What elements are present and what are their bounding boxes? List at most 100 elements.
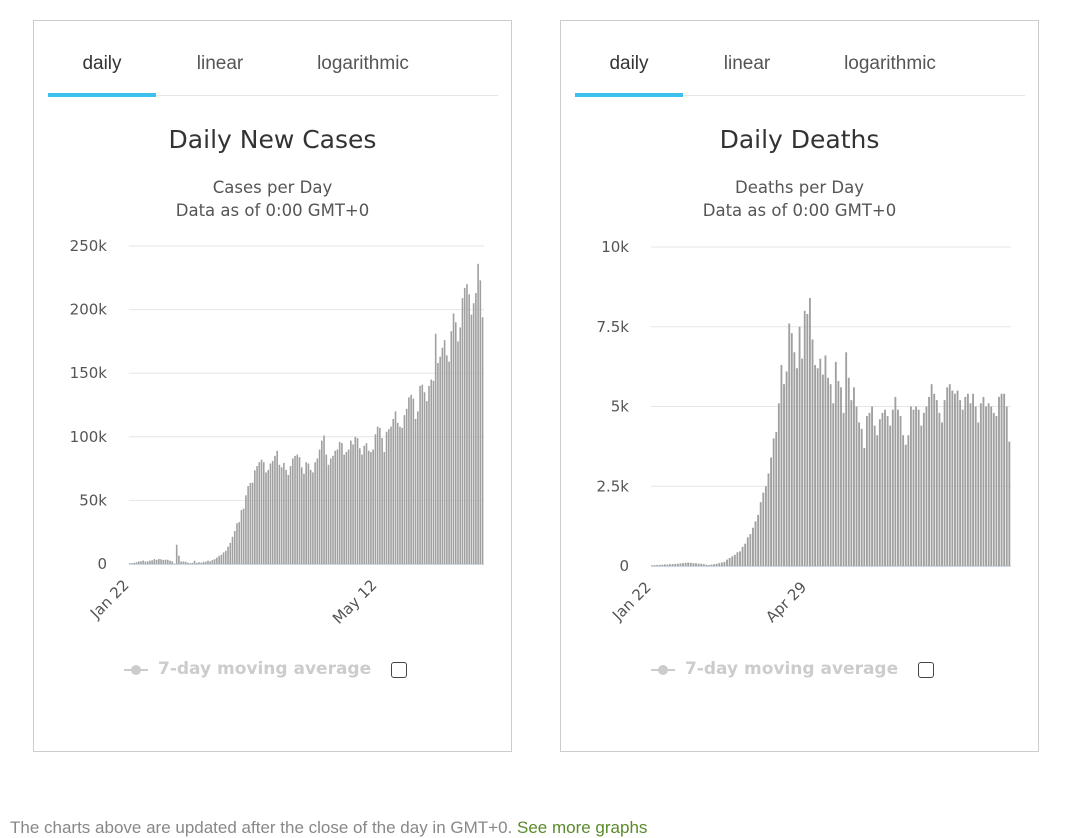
tab-daily[interactable]: daily xyxy=(609,53,649,74)
legend-moving-average-label[interactable]: 7-day moving average xyxy=(158,659,372,679)
bar[interactable] xyxy=(777,403,780,566)
bar[interactable] xyxy=(280,467,283,564)
bar[interactable] xyxy=(1003,393,1006,566)
tab-logarithmic[interactable]: logarithmic xyxy=(317,53,409,74)
bar[interactable] xyxy=(982,396,985,566)
bar[interactable] xyxy=(653,565,656,566)
bar[interactable] xyxy=(739,551,741,566)
bar[interactable] xyxy=(374,434,377,564)
bar[interactable] xyxy=(408,397,410,564)
bar[interactable] xyxy=(354,436,357,564)
bar[interactable] xyxy=(713,564,716,566)
see-more-graphs-link[interactable]: See more graphs xyxy=(517,818,648,837)
bar[interactable] xyxy=(868,412,871,566)
tab-linear[interactable]: linear xyxy=(196,53,244,74)
bar[interactable] xyxy=(448,361,450,564)
bar[interactable] xyxy=(262,462,265,564)
bar[interactable] xyxy=(840,387,842,566)
bar[interactable] xyxy=(175,544,178,564)
bar[interactable] xyxy=(260,459,263,564)
bar[interactable] xyxy=(964,396,967,566)
bar[interactable] xyxy=(140,561,142,564)
bar[interactable] xyxy=(428,385,430,564)
bar[interactable] xyxy=(365,443,368,564)
bar[interactable] xyxy=(225,550,227,564)
bar[interactable] xyxy=(463,287,466,564)
bar[interactable] xyxy=(798,326,801,566)
bar[interactable] xyxy=(928,396,930,566)
bar[interactable] xyxy=(323,435,325,564)
bar[interactable] xyxy=(741,546,744,566)
bar[interactable] xyxy=(307,463,310,564)
bar[interactable] xyxy=(461,298,464,564)
bar[interactable] xyxy=(347,449,350,564)
bar[interactable] xyxy=(674,563,677,566)
bar[interactable] xyxy=(710,564,713,566)
bar[interactable] xyxy=(162,559,165,564)
bar[interactable] xyxy=(233,530,236,564)
bar[interactable] xyxy=(240,510,243,564)
bar[interactable] xyxy=(466,284,468,564)
bar[interactable] xyxy=(858,422,861,566)
bar[interactable] xyxy=(195,562,198,564)
bar[interactable] xyxy=(796,368,798,566)
bar[interactable] xyxy=(705,564,708,566)
bar[interactable] xyxy=(265,472,267,564)
bar[interactable] xyxy=(258,462,261,564)
bar[interactable] xyxy=(966,393,969,566)
bar[interactable] xyxy=(285,469,287,564)
bar[interactable] xyxy=(321,440,323,564)
bar[interactable] xyxy=(979,403,982,566)
bar[interactable] xyxy=(452,313,455,564)
bar[interactable] xyxy=(390,426,392,564)
bar[interactable] xyxy=(352,444,354,564)
bar[interactable] xyxy=(289,466,292,564)
bar[interactable] xyxy=(985,406,987,567)
bar[interactable] xyxy=(314,462,316,564)
bar[interactable] xyxy=(242,508,245,564)
bar[interactable] xyxy=(783,384,785,566)
bar[interactable] xyxy=(245,495,247,564)
bar[interactable] xyxy=(137,561,140,564)
bar[interactable] xyxy=(759,502,762,566)
bar[interactable] xyxy=(811,339,814,566)
bar[interactable] xyxy=(387,429,390,564)
bar[interactable] xyxy=(267,469,270,564)
bar[interactable] xyxy=(785,371,788,566)
bar[interactable] xyxy=(715,563,718,566)
bar[interactable] xyxy=(661,564,664,566)
bar[interactable] xyxy=(207,560,209,564)
bar[interactable] xyxy=(256,466,258,564)
bar[interactable] xyxy=(417,411,419,564)
bar[interactable] xyxy=(806,313,809,566)
bar[interactable] xyxy=(155,559,158,564)
bar[interactable] xyxy=(189,563,191,564)
bar[interactable] xyxy=(925,406,928,567)
bar[interactable] xyxy=(917,409,920,566)
bar[interactable] xyxy=(180,561,182,564)
bar[interactable] xyxy=(915,406,918,567)
bar[interactable] xyxy=(318,449,321,564)
bar[interactable] xyxy=(676,563,679,566)
bar[interactable] xyxy=(475,293,477,564)
bar[interactable] xyxy=(316,458,319,564)
bar[interactable] xyxy=(998,396,1000,566)
bar[interactable] xyxy=(935,400,938,566)
bar[interactable] xyxy=(129,563,131,564)
bar[interactable] xyxy=(385,431,388,564)
moving-average-checkbox[interactable] xyxy=(391,662,407,678)
bar[interactable] xyxy=(651,565,653,566)
bar[interactable] xyxy=(876,435,879,566)
bar[interactable] xyxy=(907,435,910,566)
bar[interactable] xyxy=(990,406,993,567)
bar[interactable] xyxy=(468,294,470,564)
bar[interactable] xyxy=(229,542,232,564)
bar[interactable] xyxy=(746,537,749,566)
bar[interactable] xyxy=(819,358,822,566)
bar[interactable] xyxy=(816,368,819,566)
bar[interactable] xyxy=(425,401,428,564)
bar[interactable] xyxy=(341,443,343,564)
bar[interactable] xyxy=(723,561,726,566)
bar[interactable] xyxy=(749,534,752,566)
bar[interactable] xyxy=(142,560,145,564)
